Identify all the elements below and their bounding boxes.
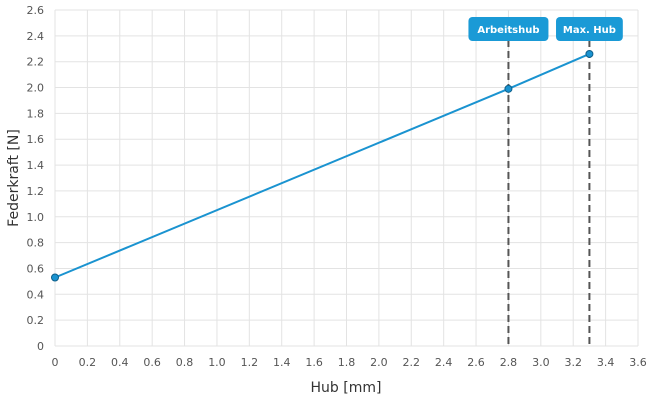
marker-label-box [468,17,549,41]
y-tick-label: 0.6 [27,262,45,275]
x-tick-label: 1.0 [208,356,226,369]
y-tick-label: 0 [37,340,44,353]
y-tick-label: 0.8 [27,237,45,250]
y-tick-label: 1.8 [27,107,45,120]
x-tick-label: 1.6 [305,356,323,369]
x-tick-label: 1.8 [338,356,356,369]
marker-label-box [556,17,623,41]
x-tick-label: 1.2 [241,356,259,369]
x-tick-label: 2.0 [370,356,388,369]
y-tick-label: 2.2 [27,56,45,69]
y-tick-label: 1.6 [27,133,45,146]
stroke-markers: Arbeitshub Max. Hub [468,17,623,346]
x-tick-label: 2.8 [500,356,518,369]
x-tick-label: 0.6 [143,356,161,369]
y-tick-label: 1.4 [27,159,45,172]
marker-label: Arbeitshub [477,25,539,36]
x-tick-label: 3.6 [629,356,647,369]
x-tick-label: 0 [52,356,59,369]
x-tick-label: 2.2 [403,356,421,369]
y-tick-label: 0.4 [27,288,45,301]
y-tick-label: 1.2 [27,185,45,198]
x-tick-label: 3.2 [564,356,582,369]
y-tick-labels: 0 0.2 0.4 0.6 0.8 1.0 1.2 1.4 1.6 1.8 2.0 2.2 2.4 2.6 [27,4,45,353]
x-tick-label: 3.4 [597,356,615,369]
x-tick-label: 0.4 [111,356,129,369]
x-tick-labels: 0 0.2 0.4 0.6 0.8 1.0 1.2 1.4 1.6 1.8 2.0 2.2 2.4 2.6… [52,356,647,369]
data-point [585,49,594,58]
marker-label: Max. Hub [563,25,616,36]
y-tick-label: 2.4 [27,30,45,43]
y-tick-label: 2.6 [27,4,45,17]
y-tick-label: 0.2 [27,314,45,327]
data-point [51,273,59,282]
x-tick-label: 2.4 [435,356,453,369]
x-tick-label: 1.4 [273,356,291,369]
x-axis-title: Hub [mm] [311,380,382,396]
grid [54,9,639,347]
series-layer [51,49,594,282]
x-tick-label: 0.8 [176,356,194,369]
x-tick-label: 2.6 [467,356,485,369]
y-tick-label: 2.0 [27,82,45,95]
y-axis-title: Federkraft [N] [6,129,22,227]
x-tick-label: 0.2 [79,356,97,369]
data-point [504,84,513,93]
x-tick-label: 3.0 [532,356,550,369]
y-tick-label: 1.0 [27,211,45,224]
